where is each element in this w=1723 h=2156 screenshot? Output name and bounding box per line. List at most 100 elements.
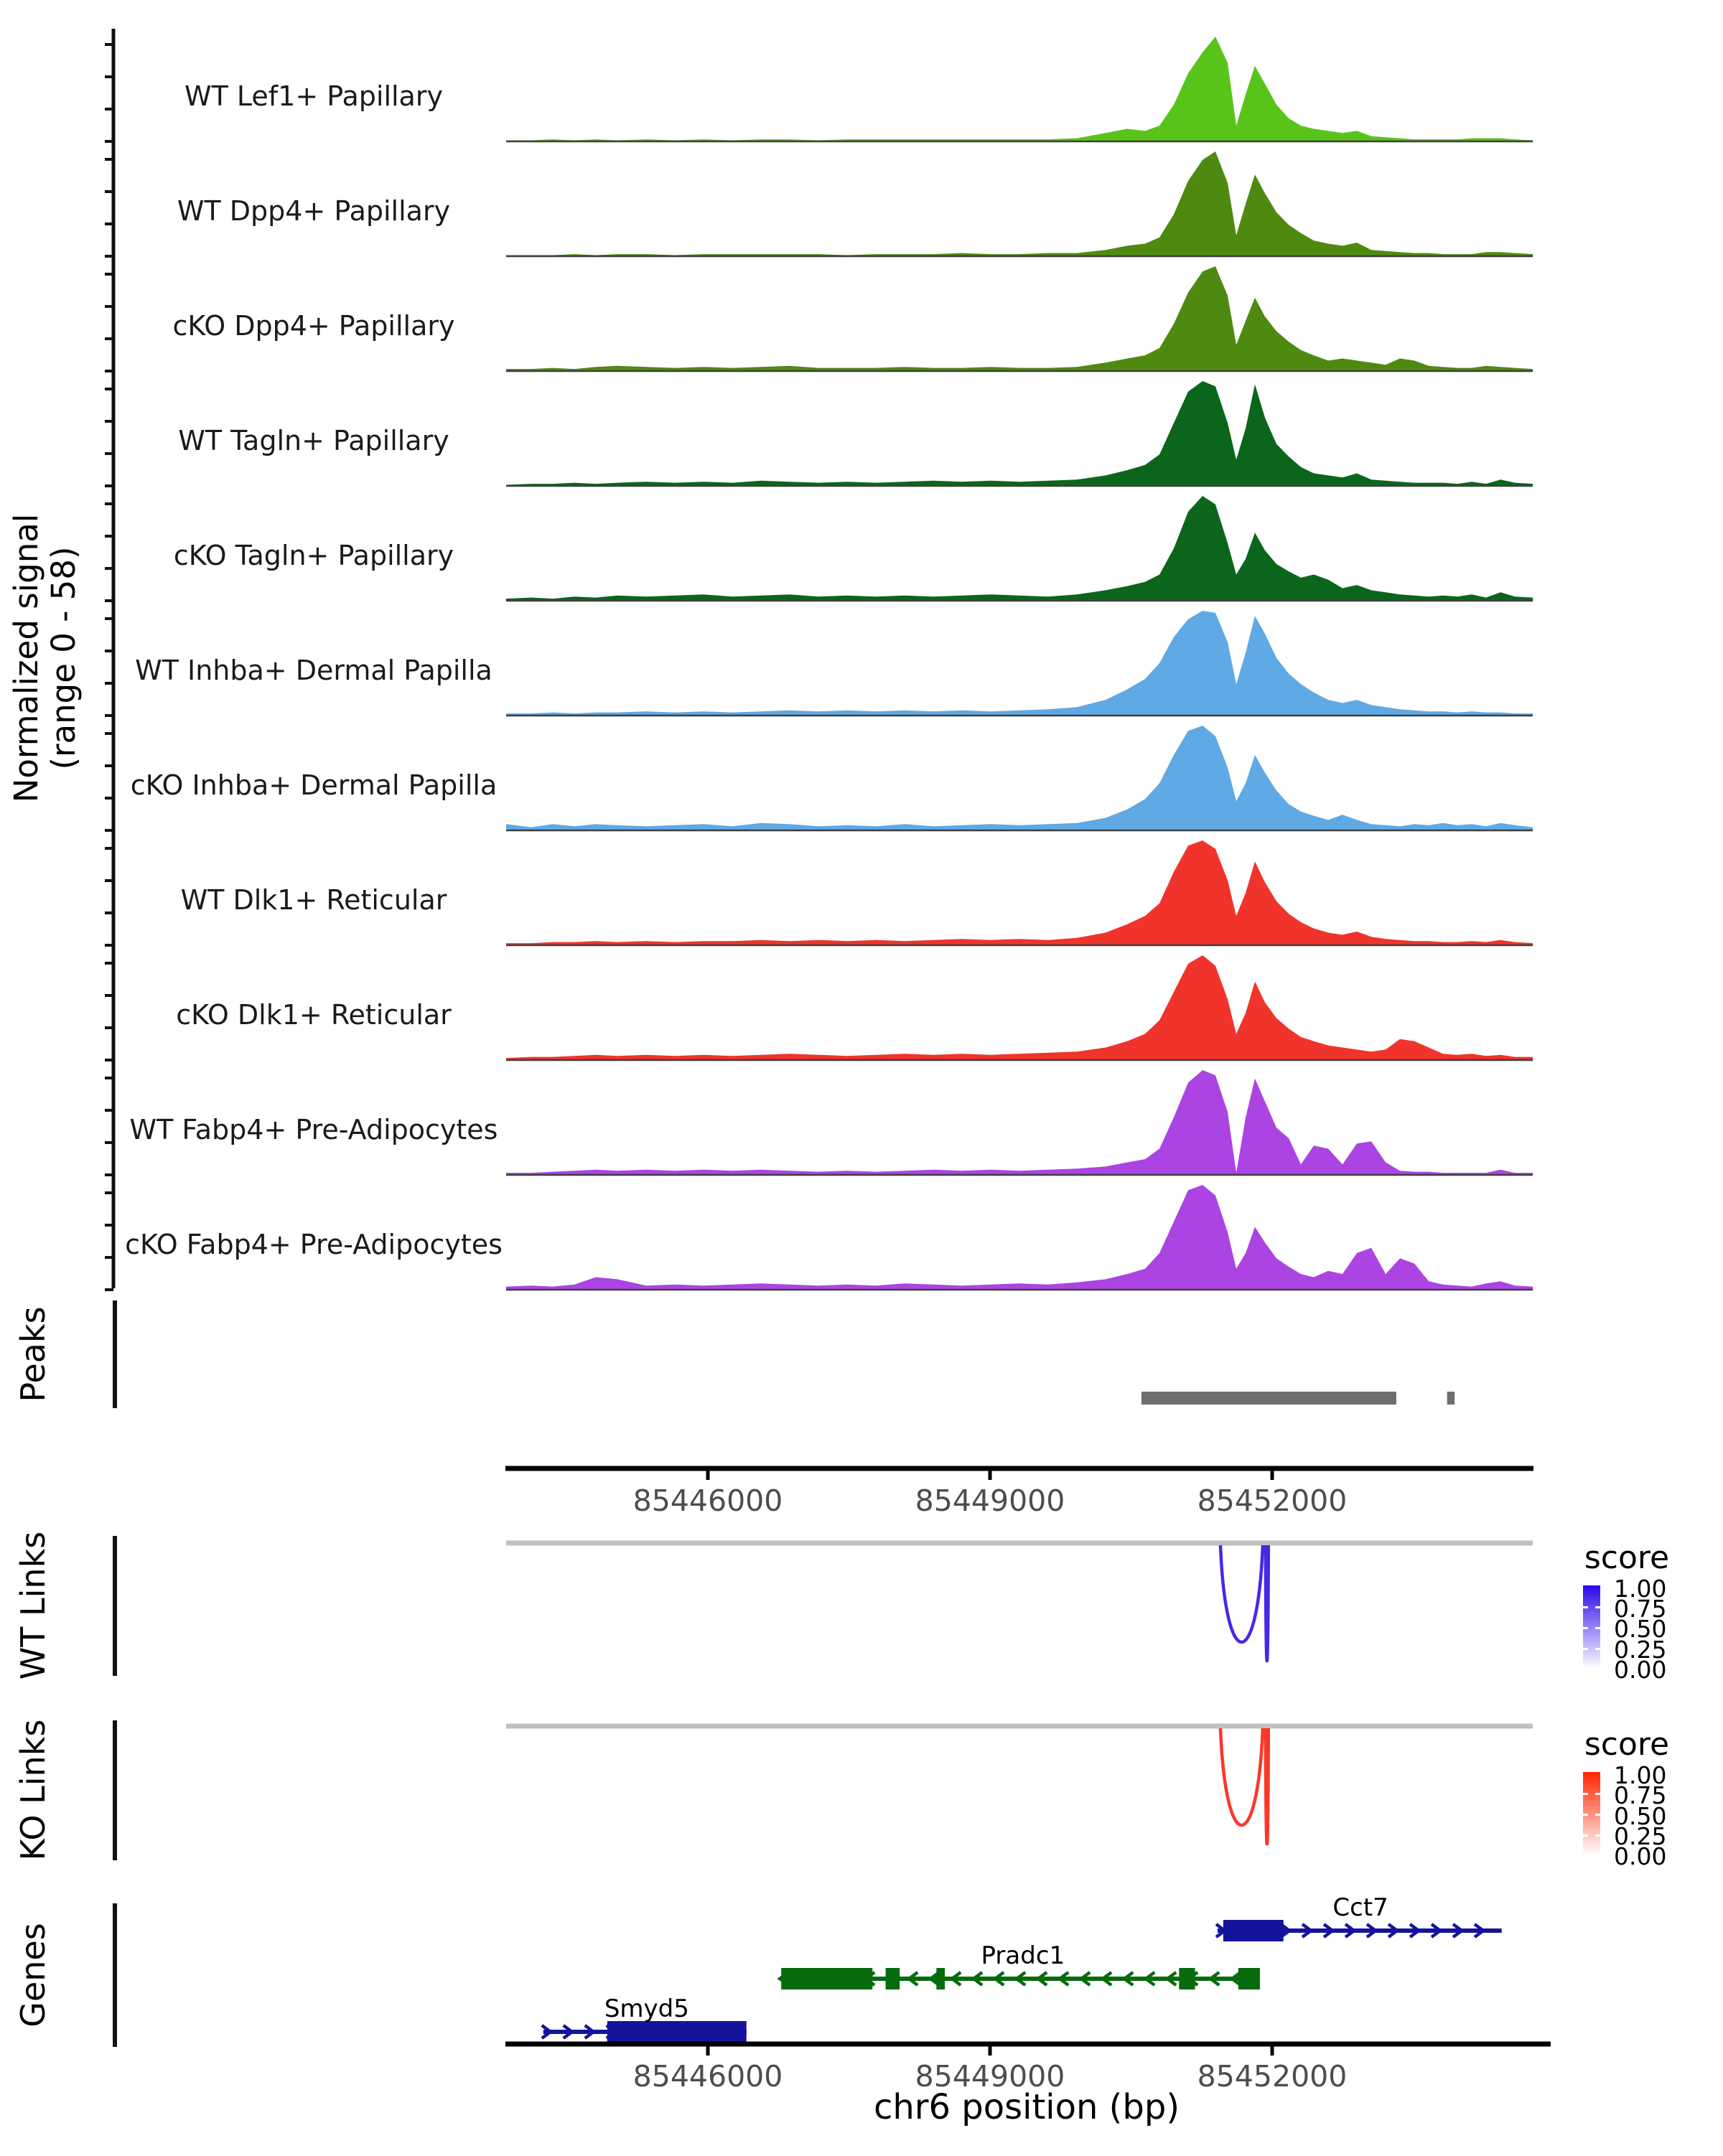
genes-x-axis: 85446000 85449000 85452000 chr6 position (…	[505, 2041, 1551, 2127]
track-label: cKO Dlk1+ Reticular	[176, 999, 452, 1031]
wt-score-legend-title: score	[1584, 1539, 1669, 1576]
gene-line	[1218, 1928, 1502, 1933]
gene-models: Cct7 Pradc1 Smyd5	[541, 1893, 1502, 2043]
strand-arrow-icon	[863, 1971, 876, 1987]
peak-bar	[1447, 1392, 1455, 1405]
gene-model: Pradc1	[777, 1941, 1260, 1989]
link-arc	[1264, 1545, 1271, 1663]
coverage-area	[506, 381, 1533, 486]
strand-arrow-icon	[1279, 1923, 1292, 1939]
x-axis-title: chr6 position (bp)	[874, 2087, 1180, 2127]
track-label: WT Inhba+ Dermal Papilla	[135, 655, 492, 686]
coverage-area	[506, 37, 1533, 141]
coverage-track: cKO Dpp4+ Papillary	[172, 266, 1533, 372]
wt-score-tick-0.25: 0.25	[1614, 1636, 1666, 1664]
strand-arrow-icon	[541, 2024, 554, 2040]
link-arc	[1264, 1728, 1271, 1846]
coverage-track: WT Dpp4+ Papillary	[177, 151, 1533, 258]
strand-arrow-icon	[949, 1971, 962, 1987]
peaks-section: Peaks	[14, 1300, 1455, 1408]
strand-arrow-icon	[1229, 1971, 1242, 1987]
track-label: cKO Fabp4+ Pre-Adipocytes	[125, 1229, 503, 1260]
link-arc	[1218, 1545, 1265, 1644]
x-axis-tick-label: 85449000	[915, 2059, 1065, 2094]
strand-arrow-icon	[1409, 1923, 1421, 1939]
strand-arrow-icon	[1186, 1971, 1199, 1987]
coverage-area	[506, 1185, 1533, 1290]
strand-arrow-icon	[562, 2024, 575, 2040]
coverage-track: WT Tagln+ Papillary	[178, 381, 1533, 487]
gene-model: Cct7	[1215, 1893, 1502, 1941]
peaks-x-axis: 85446000 85449000 85452000	[505, 1466, 1533, 1518]
gene-name-label: Smyd5	[604, 1995, 689, 2023]
wt-link-arcs	[1218, 1545, 1271, 1663]
strand-arrow-icon	[1164, 1971, 1177, 1987]
genes-label: Genes	[14, 1923, 52, 2027]
peak-bar	[1141, 1392, 1396, 1405]
gene-exon	[936, 1968, 945, 1989]
genes-x-axis-ticks: 85446000 85449000 85452000	[633, 2044, 1347, 2094]
peaks-section-label: Peaks	[14, 1306, 52, 1402]
strand-arrow-icon	[1208, 1971, 1220, 1987]
strand-arrow-icon	[928, 1971, 940, 1987]
signal-axis-title-line1: Normalized signal	[7, 514, 45, 803]
wt-score-legend: score 1.00 0.75 0.50 0.25 0.00	[1583, 1539, 1669, 1684]
track-label: cKO Inhba+ Dermal Papilla	[131, 769, 498, 801]
x-axis-tick-label: 85452000	[1197, 1484, 1348, 1518]
strand-arrow-icon	[1365, 1923, 1378, 1939]
coverage-area	[506, 840, 1533, 945]
coverage-area	[506, 496, 1533, 601]
ko-link-arcs	[1218, 1728, 1271, 1846]
coverage-tracks: WT Lef1+ Papillary WT Dpp4+ Papillary cKO …	[125, 37, 1533, 1291]
track-label: WT Tagln+ Papillary	[178, 425, 449, 456]
coverage-area	[506, 611, 1533, 716]
gene-exon	[781, 1968, 873, 1989]
ko-score-legend: score 1.00 0.75 0.50 0.25 0.00	[1583, 1726, 1669, 1870]
strand-arrow-icon	[1452, 1923, 1465, 1939]
coverage-area	[506, 266, 1533, 371]
coverage-track: cKO Inhba+ Dermal Papilla	[131, 726, 1533, 832]
coverage-area	[506, 955, 1533, 1060]
strand-arrow-icon	[1100, 1971, 1113, 1987]
coverage-area	[506, 151, 1533, 256]
wt-score-tick-0.50: 0.50	[1614, 1615, 1666, 1643]
peaks-x-axis-ticks: 85446000 85449000 85452000	[633, 1468, 1348, 1518]
gene-name-label: Cct7	[1332, 1893, 1388, 1922]
track-label: cKO Tagln+ Papillary	[174, 540, 454, 571]
coverage-track: cKO Dlk1+ Reticular	[176, 955, 1533, 1061]
gene-exon	[607, 2021, 747, 2043]
track-label: WT Fabp4+ Pre-Adipocytes	[130, 1114, 498, 1145]
strand-arrow-icon	[971, 1971, 984, 1987]
strand-arrow-icon	[1344, 1923, 1357, 1939]
gene-name-label: Pradc1	[981, 1941, 1065, 1970]
ko-score-tick-0.00: 0.00	[1614, 1842, 1666, 1870]
wt-score-tick-0.75: 0.75	[1614, 1595, 1666, 1623]
ko-score-legend-title: score	[1584, 1726, 1669, 1763]
x-axis-tick-label: 85446000	[633, 1484, 783, 1518]
strand-arrow-icon	[884, 1971, 897, 1987]
ko-score-tick-1.00: 1.00	[1614, 1761, 1666, 1789]
coverage-track: WT Fabp4+ Pre-Adipocytes	[130, 1070, 1533, 1176]
strand-arrow-icon	[1057, 1971, 1070, 1987]
coverage-area	[506, 1070, 1533, 1175]
strand-arrow-icon	[1473, 1923, 1486, 1939]
x-axis-tick-label: 85449000	[915, 1484, 1065, 1518]
signal-y-axis: Normalized signal (range 0 - 58)	[7, 29, 116, 1291]
track-label: WT Lef1+ Papillary	[185, 80, 443, 112]
wt-score-tick-1.00: 1.00	[1614, 1575, 1666, 1603]
strand-arrow-icon	[584, 2024, 597, 2040]
ko-score-tick-0.50: 0.50	[1614, 1802, 1666, 1830]
signal-y-axis-ticks	[105, 43, 113, 1291]
track-label: cKO Dpp4+ Papillary	[172, 310, 454, 342]
ko-score-tick-0.25: 0.25	[1614, 1822, 1666, 1850]
coverage-track: cKO Fabp4+ Pre-Adipocytes	[125, 1185, 1533, 1291]
ko-score-tick-0.75: 0.75	[1614, 1781, 1666, 1809]
gene-line	[781, 1977, 1260, 1981]
wt-score-tick-0.00: 0.00	[1614, 1656, 1666, 1684]
strand-arrow-icon	[1430, 1923, 1443, 1939]
strand-arrow-icon	[1301, 1923, 1314, 1939]
wt-links-label: WT Links	[14, 1532, 52, 1679]
gene-model: Smyd5	[541, 1995, 747, 2043]
ko-links-panel: KO Links score 1.00 0.75 0.50 0.25 0.00	[14, 1720, 1669, 1870]
coverage-area	[506, 726, 1533, 830]
